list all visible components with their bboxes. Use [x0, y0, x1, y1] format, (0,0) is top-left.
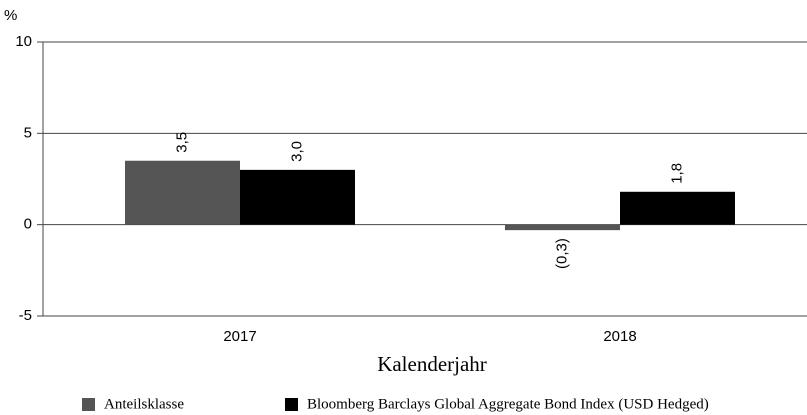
bar: [240, 169, 355, 225]
y-unit: %: [4, 7, 17, 24]
value-label: 3,0: [288, 141, 305, 162]
y-tick-label: -5: [19, 307, 32, 324]
y-tick-label: 10: [15, 33, 32, 50]
legend-swatch: [82, 398, 95, 411]
x-tick-label: 2018: [603, 328, 636, 345]
bar: [125, 160, 240, 225]
legend-label: Anteilsklasse: [104, 396, 184, 412]
value-label: 3,5: [173, 132, 190, 153]
x-axis-label: Kalenderjahr: [377, 352, 487, 376]
bar: [505, 224, 620, 231]
value-label: (0,3): [553, 238, 570, 269]
y-tick-label: 0: [24, 216, 32, 233]
legend-swatch: [285, 398, 298, 411]
y-tick-label: 5: [24, 124, 32, 141]
x-tick-label: 2017: [223, 328, 256, 345]
legend-label: Bloomberg Barclays Global Aggregate Bond…: [307, 396, 709, 412]
bar: [620, 191, 735, 225]
value-label: 1,8: [668, 163, 685, 184]
